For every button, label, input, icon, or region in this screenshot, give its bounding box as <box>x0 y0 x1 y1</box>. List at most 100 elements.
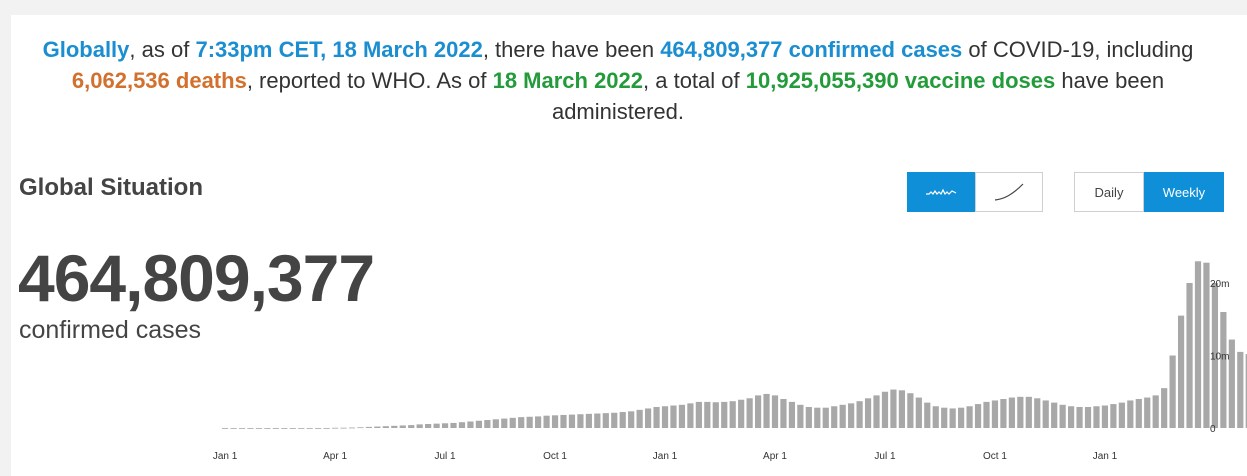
week-bar[interactable] <box>1152 395 1159 429</box>
week-bar[interactable] <box>298 428 305 429</box>
week-bar[interactable] <box>1042 400 1049 428</box>
week-bar[interactable] <box>238 428 246 429</box>
week-bar[interactable] <box>602 413 609 428</box>
week-bar[interactable] <box>467 421 474 428</box>
week-bar[interactable] <box>771 395 779 429</box>
week-bar[interactable] <box>932 406 939 428</box>
week-bar[interactable] <box>543 415 550 428</box>
week-bar[interactable] <box>1101 405 1109 428</box>
week-bar[interactable] <box>568 414 576 428</box>
week-bar[interactable] <box>323 428 330 429</box>
week-bar[interactable] <box>822 407 829 428</box>
week-bar[interactable] <box>1169 355 1176 429</box>
wave-chart-button[interactable] <box>907 172 975 212</box>
week-bar[interactable] <box>458 422 466 428</box>
week-bar[interactable] <box>881 391 889 428</box>
week-bar[interactable] <box>594 413 601 429</box>
week-bar[interactable] <box>1093 406 1100 428</box>
week-bar[interactable] <box>1135 399 1142 428</box>
week-bar[interactable] <box>924 402 931 429</box>
week-bar[interactable] <box>374 426 381 428</box>
week-bar[interactable] <box>1194 261 1202 428</box>
week-bar[interactable] <box>272 428 279 429</box>
week-bar[interactable] <box>450 422 457 428</box>
week-bar[interactable] <box>738 399 745 428</box>
week-bar[interactable] <box>797 404 804 428</box>
week-bar[interactable] <box>247 428 254 429</box>
week-bar[interactable] <box>1084 406 1092 428</box>
week-bar[interactable] <box>1025 396 1032 428</box>
week-bar[interactable] <box>611 412 618 428</box>
week-bar[interactable] <box>991 400 999 428</box>
week-bar[interactable] <box>678 404 686 428</box>
week-bar[interactable] <box>645 408 652 428</box>
week-bar[interactable] <box>585 413 592 428</box>
week-bar[interactable] <box>1211 283 1219 428</box>
week-bar[interactable] <box>526 416 533 428</box>
week-bar[interactable] <box>416 424 423 429</box>
week-bar[interactable] <box>441 423 449 428</box>
week-bar[interactable] <box>628 411 635 428</box>
week-bar[interactable] <box>425 424 432 428</box>
week-bar[interactable] <box>746 398 753 428</box>
week-bar[interactable] <box>864 398 872 428</box>
week-bar[interactable] <box>712 402 719 428</box>
week-bar[interactable] <box>898 390 905 428</box>
week-bar[interactable] <box>1068 406 1075 428</box>
week-bar[interactable] <box>222 428 229 429</box>
week-bar[interactable] <box>695 401 702 428</box>
week-bar[interactable] <box>518 417 525 429</box>
week-bar[interactable] <box>289 428 296 429</box>
week-bar[interactable] <box>255 428 263 429</box>
week-bar[interactable] <box>966 406 973 428</box>
week-bar[interactable] <box>230 428 237 429</box>
week-bar[interactable] <box>535 416 542 428</box>
week-bar[interactable] <box>1118 402 1125 429</box>
daily-button[interactable]: Daily <box>1074 172 1144 212</box>
week-bar[interactable] <box>281 428 288 429</box>
week-bar[interactable] <box>1237 351 1244 429</box>
week-bar[interactable] <box>636 409 643 429</box>
week-bar[interactable] <box>264 428 271 429</box>
week-bar[interactable] <box>983 401 990 428</box>
week-bar[interactable] <box>873 395 880 429</box>
weekly-button[interactable]: Weekly <box>1144 172 1224 212</box>
week-bar[interactable] <box>839 404 846 428</box>
week-bar[interactable] <box>831 406 838 428</box>
week-bar[interactable] <box>306 428 313 429</box>
week-bar[interactable] <box>1228 339 1235 428</box>
week-bar[interactable] <box>365 426 373 428</box>
week-bar[interactable] <box>653 406 660 428</box>
week-bar[interactable] <box>941 407 948 428</box>
week-bar[interactable] <box>408 425 415 428</box>
week-bar[interactable] <box>1127 400 1134 428</box>
week-bar[interactable] <box>958 407 965 428</box>
week-bar[interactable] <box>687 403 694 428</box>
week-bar[interactable] <box>856 401 863 428</box>
cumulative-chart-button[interactable] <box>975 172 1043 212</box>
week-bar[interactable] <box>1161 388 1168 429</box>
week-bar[interactable] <box>704 401 711 428</box>
week-bar[interactable] <box>890 389 897 428</box>
week-bar[interactable] <box>577 414 584 428</box>
week-bar[interactable] <box>1144 397 1151 428</box>
week-bar[interactable] <box>763 393 770 428</box>
week-bar[interactable] <box>509 417 516 428</box>
week-bar[interactable] <box>805 406 812 428</box>
week-bar[interactable] <box>475 420 482 428</box>
week-bar[interactable] <box>1245 354 1247 428</box>
week-bar[interactable] <box>1220 312 1227 428</box>
week-bar[interactable] <box>1034 398 1041 428</box>
week-bar[interactable] <box>382 426 389 428</box>
week-bar[interactable] <box>915 397 922 428</box>
week-bar[interactable] <box>1076 406 1083 428</box>
week-bar[interactable] <box>492 419 499 428</box>
week-bar[interactable] <box>670 405 677 428</box>
week-bar[interactable] <box>331 427 339 429</box>
week-bar[interactable] <box>551 415 559 428</box>
week-bar[interactable] <box>348 427 356 429</box>
week-bar[interactable] <box>1000 399 1007 428</box>
week-bar[interactable] <box>1059 404 1066 428</box>
week-bar[interactable] <box>433 423 440 428</box>
week-bar[interactable] <box>357 427 364 429</box>
